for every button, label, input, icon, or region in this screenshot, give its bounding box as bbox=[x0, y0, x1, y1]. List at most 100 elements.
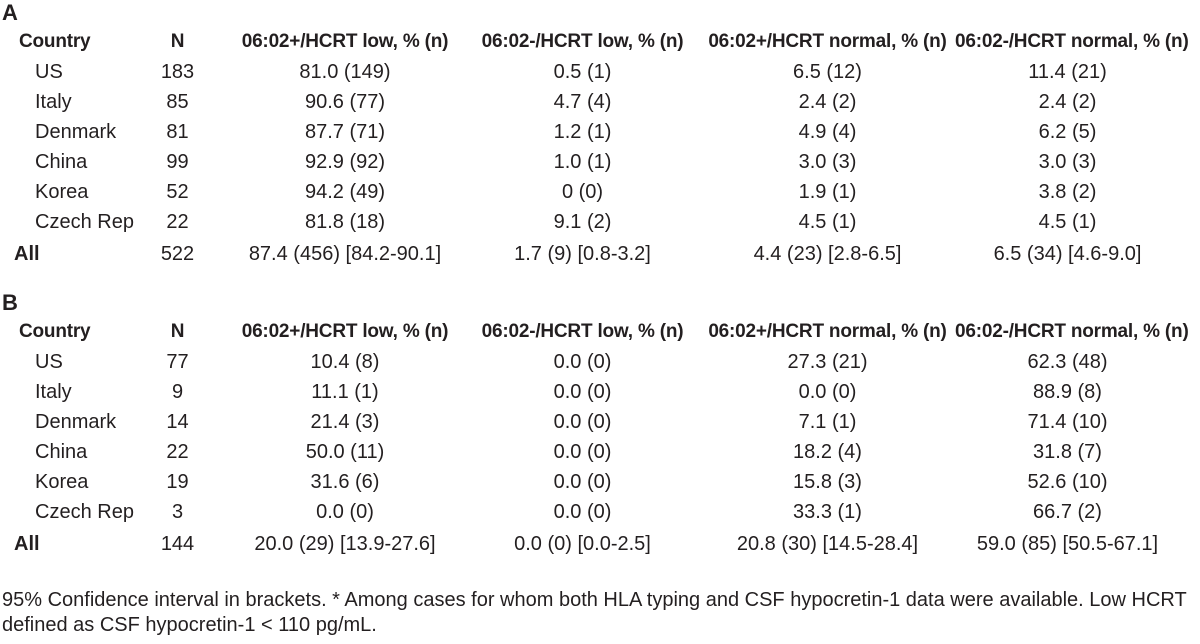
hla-pos-hcrt-low-column-header: 06:02+/HCRT low, % (n) bbox=[241, 321, 449, 342]
table-row: Czech Rep 3 0.0 (0) 0.0 (0) 33.3 (1) 66.… bbox=[0, 497, 1180, 527]
total-row: All 522 87.4 (456) [84.2-90.1] 1.7 (9) [… bbox=[0, 237, 1180, 267]
value-cell: 0.0 (0) bbox=[553, 350, 612, 373]
table-row: US 77 10.4 (8) 0.0 (0) 27.3 (21) 62.3 (4… bbox=[0, 347, 1180, 377]
table-row: China 22 50.0 (11) 0.0 (0) 18.2 (4) 31.8… bbox=[0, 437, 1180, 467]
value-cell: 1.2 (1) bbox=[553, 120, 612, 143]
n-cell: 99 bbox=[166, 150, 189, 173]
value-cell: 88.9 (8) bbox=[1033, 380, 1102, 403]
n-cell: 9 bbox=[171, 380, 184, 403]
value-cell: 52.6 (10) bbox=[1027, 470, 1108, 493]
value-cell: 4.5 (1) bbox=[1038, 210, 1097, 233]
n-cell: 522 bbox=[160, 243, 195, 265]
value-cell: 3.8 (2) bbox=[1038, 180, 1097, 203]
n-column-header: N bbox=[170, 31, 185, 52]
value-cell: 15.8 (3) bbox=[793, 470, 862, 493]
hla-neg-hcrt-low-column-header: 06:02-/HCRT low, % (n) bbox=[481, 321, 684, 342]
country-cell: Italy bbox=[35, 90, 72, 113]
value-cell: 0.0 (0) bbox=[316, 500, 374, 523]
value-cell: 71.4 (10) bbox=[1027, 410, 1108, 433]
n-cell: 144 bbox=[160, 533, 195, 555]
value-cell: 0.0 (0) bbox=[553, 470, 612, 493]
header-row: Country N 06:02+/HCRT low, % (n) 06:02-/… bbox=[0, 27, 1189, 57]
n-cell: 77 bbox=[166, 350, 189, 373]
country-cell: Denmark bbox=[35, 410, 117, 433]
n-cell: 183 bbox=[160, 60, 195, 83]
value-cell: 11.4 (21) bbox=[1028, 60, 1107, 83]
panel-b-table: Country N 06:02+/HCRT low, % (n) 06:02-/… bbox=[0, 317, 1189, 557]
table-row: Denmark 81 87.7 (71) 1.2 (1) 4.9 (4) 6.2… bbox=[0, 117, 1180, 147]
n-cell: 85 bbox=[166, 90, 189, 113]
value-cell: 2.4 (2) bbox=[798, 90, 857, 113]
table-row: Italy 9 11.1 (1) 0.0 (0) 0.0 (0) 88.9 (8… bbox=[0, 377, 1180, 407]
value-cell: 6.5 (12) bbox=[793, 60, 862, 83]
value-cell: 94.2 (49) bbox=[304, 180, 386, 203]
value-cell: 0.0 (0) bbox=[553, 500, 612, 523]
value-cell: 3.0 (3) bbox=[798, 150, 857, 173]
value-cell: 20.8 (30) [14.5-28.4] bbox=[736, 533, 919, 555]
value-cell: 1.0 (1) bbox=[553, 150, 612, 173]
value-cell: 6.5 (34) [4.6-9.0] bbox=[993, 243, 1142, 265]
country-cell: China bbox=[35, 440, 88, 463]
panel-b: B Country N 06:02+/HCRT low, % (n) 06:02… bbox=[0, 290, 1200, 557]
value-cell: 21.4 (3) bbox=[310, 410, 380, 433]
value-cell: 81.8 (18) bbox=[304, 210, 386, 233]
country-cell: Korea bbox=[35, 470, 89, 493]
value-cell: 9.1 (2) bbox=[553, 210, 612, 233]
value-cell: 90.6 (77) bbox=[304, 90, 386, 113]
total-label-cell: All bbox=[14, 533, 40, 555]
country-cell: Italy bbox=[35, 380, 72, 403]
value-cell: 0.0 (0) bbox=[553, 440, 612, 463]
table-row: Czech Rep 22 81.8 (18) 9.1 (2) 4.5 (1) 4… bbox=[0, 207, 1180, 237]
table-row: US 183 81.0 (149) 0.5 (1) 6.5 (12) 11.4 … bbox=[0, 57, 1180, 87]
n-cell: 14 bbox=[166, 410, 189, 433]
hla-pos-hcrt-normal-column-header: 06:02+/HCRT normal, % (n) bbox=[708, 31, 947, 52]
value-cell: 1.9 (1) bbox=[798, 180, 857, 203]
value-cell: 50.0 (11) bbox=[305, 440, 385, 463]
panel-a: A Country N 06:02+/HCRT low, % (n) 06:02… bbox=[0, 0, 1200, 267]
table-row: Italy 85 90.6 (77) 4.7 (4) 2.4 (2) 2.4 (… bbox=[0, 87, 1180, 117]
value-cell: 81.0 (149) bbox=[299, 60, 391, 83]
value-cell: 10.4 (8) bbox=[310, 350, 380, 373]
table-row: Korea 52 94.2 (49) 0 (0) 1.9 (1) 3.8 (2) bbox=[0, 177, 1180, 207]
country-cell: Czech Rep bbox=[35, 210, 134, 233]
value-cell: 59.0 (85) [50.5-67.1] bbox=[976, 533, 1159, 555]
panel-a-label: A bbox=[2, 0, 19, 25]
n-cell: 52 bbox=[166, 180, 189, 203]
table-row: China 99 92.9 (92) 1.0 (1) 3.0 (3) 3.0 (… bbox=[0, 147, 1180, 177]
value-cell: 0.0 (0) bbox=[798, 380, 857, 403]
value-cell: 11.1 (1) bbox=[311, 380, 379, 403]
country-cell: Denmark bbox=[35, 120, 117, 143]
value-cell: 6.2 (5) bbox=[1038, 120, 1097, 143]
value-cell: 87.7 (71) bbox=[304, 120, 386, 143]
value-cell: 4.5 (1) bbox=[798, 210, 857, 233]
value-cell: 0.0 (0) bbox=[553, 380, 612, 403]
value-cell: 0.0 (0) bbox=[553, 410, 612, 433]
country-cell: US bbox=[35, 60, 63, 83]
total-row: All 144 20.0 (29) [13.9-27.6] 0.0 (0) [0… bbox=[0, 527, 1180, 557]
country-cell: China bbox=[35, 150, 88, 173]
country-column-header: Country bbox=[19, 31, 91, 52]
hla-neg-hcrt-low-column-header: 06:02-/HCRT low, % (n) bbox=[481, 31, 684, 52]
table-row: Denmark 14 21.4 (3) 0.0 (0) 7.1 (1) 71.4… bbox=[0, 407, 1180, 437]
value-cell: 0.5 (1) bbox=[553, 60, 612, 83]
country-cell: Korea bbox=[35, 180, 89, 203]
value-cell: 20.0 (29) [13.9-27.6] bbox=[254, 533, 436, 555]
hla-pos-hcrt-low-column-header: 06:02+/HCRT low, % (n) bbox=[241, 31, 449, 52]
value-cell: 2.4 (2) bbox=[1038, 90, 1097, 113]
n-cell: 22 bbox=[166, 210, 189, 233]
value-cell: 66.7 (2) bbox=[1033, 500, 1102, 523]
value-cell: 87.4 (456) [84.2-90.1] bbox=[248, 243, 442, 265]
value-cell: 31.6 (6) bbox=[310, 470, 380, 493]
panel-a-table: Country N 06:02+/HCRT low, % (n) 06:02-/… bbox=[0, 27, 1189, 267]
n-cell: 22 bbox=[166, 440, 189, 463]
panel-b-label: B bbox=[2, 290, 19, 315]
header-row: Country N 06:02+/HCRT low, % (n) 06:02-/… bbox=[0, 317, 1189, 347]
country-column-header: Country bbox=[19, 321, 91, 342]
value-cell: 0.0 (0) [0.0-2.5] bbox=[514, 533, 651, 555]
value-cell: 62.3 (48) bbox=[1027, 350, 1108, 373]
hla-neg-hcrt-normal-column-header: 06:02-/HCRT normal, % (n) bbox=[955, 31, 1189, 52]
value-cell: 4.4 (23) [2.8-6.5] bbox=[753, 243, 902, 265]
n-cell: 19 bbox=[166, 470, 189, 493]
footnote: 95% Confidence interval in brackets. * A… bbox=[2, 589, 1187, 636]
